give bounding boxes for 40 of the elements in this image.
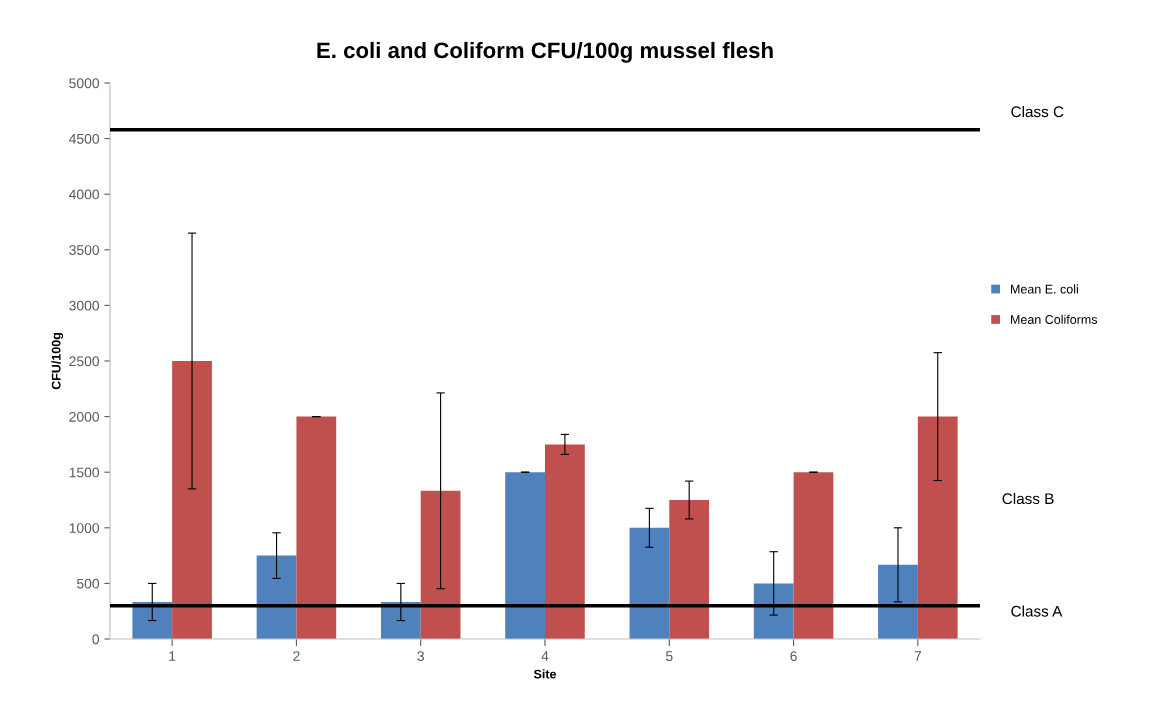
y-tick-label: 3000: [69, 300, 100, 311]
y-tick-label: 0: [92, 634, 100, 645]
bar: [380, 601, 421, 639]
chart-title: E. coli and Coliform CFU/100g mussel flesh: [317, 41, 773, 63]
x-tick-label: 3: [417, 651, 424, 662]
y-tick-label: 3500: [69, 245, 100, 255]
y-tick-label: 1000: [69, 523, 100, 533]
bar: [132, 601, 173, 639]
x-tick-label: 6: [790, 651, 797, 662]
bar: [172, 361, 212, 639]
x-tick-label: 7: [914, 651, 922, 661]
bar: [878, 564, 918, 639]
bar: [420, 490, 461, 639]
y-tick-label: 4500: [69, 133, 100, 144]
bar: [669, 500, 710, 639]
x-axis-title: Site: [533, 669, 557, 679]
bar: [256, 555, 297, 639]
x-tick-label: 4: [541, 651, 549, 661]
y-tick-label: 1500: [69, 467, 100, 478]
bar: [917, 416, 958, 639]
x-tick-label: 1: [169, 651, 176, 661]
bar: [629, 527, 670, 639]
x-tick-label: 5: [665, 651, 673, 662]
bar: [753, 583, 794, 639]
text: Class B: [1002, 492, 1054, 505]
y-axis-title: CFU/100g: [51, 333, 64, 390]
x-tick-label: 2: [293, 651, 300, 661]
ref-line-label: Class A: [1011, 605, 1063, 617]
y-tick-label: 500: [76, 578, 100, 589]
bar: [296, 416, 337, 639]
y-tick-label: 2500: [69, 356, 100, 367]
y-tick-label: 4000: [69, 189, 100, 200]
bar: [545, 444, 585, 639]
legend-label: Mean Coliforms: [1011, 314, 1098, 324]
bar: [505, 472, 545, 639]
ref-line-label: Class C: [1011, 105, 1064, 118]
y-tick-label: 5000: [69, 78, 100, 89]
y-tick-label: 2000: [69, 411, 100, 422]
legend-label: Mean E. coli: [1011, 284, 1078, 294]
bar: [793, 472, 834, 639]
